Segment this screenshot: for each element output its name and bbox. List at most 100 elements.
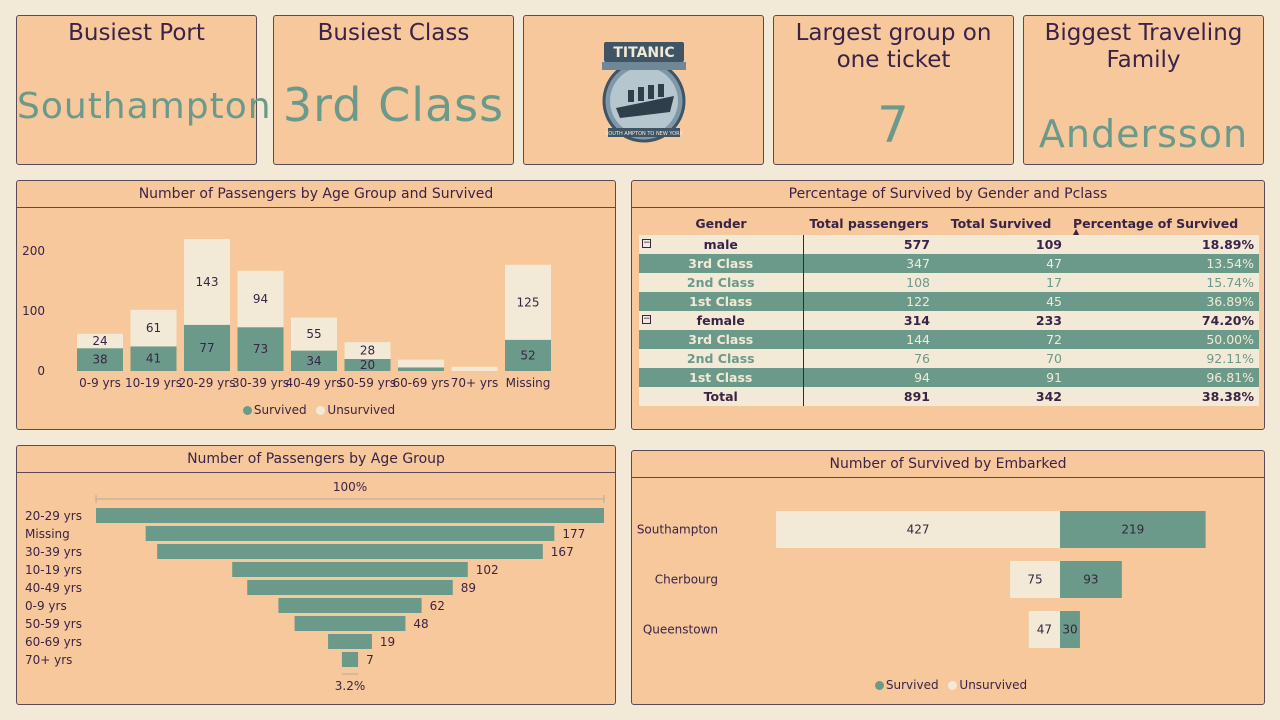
row-label-text: 2nd Class — [686, 351, 755, 366]
bar-survived — [184, 324, 230, 371]
kpi-title: Biggest Traveling Family — [1044, 20, 1243, 73]
legend-survived-swatch — [874, 681, 884, 690]
kpi-value: Andersson — [1038, 112, 1249, 156]
data-label-unsurvived: 125 — [517, 295, 540, 309]
survival-table-card: Percentage of Survived by Gender and Pcl… — [631, 180, 1265, 430]
age-survived-plot: 0 100 200 38 24 0-9 yrs 41 61 10-19 yrs 77 143 20-2… — [22, 239, 551, 390]
x-tick-label: 30-39 yrs — [232, 376, 289, 390]
header-total-survived[interactable]: Total Survived — [950, 215, 1052, 231]
chart-legend: Survived Unsurvived — [632, 678, 1264, 692]
row-total-text: 122 — [906, 294, 930, 309]
row-pct: 74.20% — [1067, 311, 1259, 330]
row-label-text: 1st Class — [689, 294, 753, 309]
funnel-top-label: 100% — [333, 480, 367, 494]
x-tick-label: 40-49 yrs — [286, 376, 343, 390]
row-pct-text: 74.20% — [1201, 313, 1254, 328]
legend-survived: Survived — [253, 403, 307, 417]
row-total: 94 — [803, 368, 935, 387]
data-label-survived: 219 — [1121, 523, 1144, 537]
header-gender[interactable]: Gender — [695, 215, 747, 231]
row-survived-text: 70 — [1046, 351, 1062, 366]
funnel-value-label: 19 — [380, 635, 395, 649]
row-label: − male — [639, 235, 804, 254]
funnel-value-label: 48 — [413, 617, 428, 631]
data-label-unsurvived: 28 — [360, 344, 375, 358]
row-pct: 96.81% — [1067, 368, 1259, 387]
funnel-category-label: Missing — [25, 527, 70, 541]
funnel-bar — [96, 508, 604, 523]
table-title: Percentage of Survived by Gender and Pcl… — [632, 181, 1264, 208]
row-pct-text: 50.00% — [1206, 332, 1254, 347]
kpi-busiest-class: Busiest Class 3rd Class — [273, 15, 514, 165]
bar-unsurvived — [1010, 561, 1060, 598]
row-total: 577 — [803, 235, 935, 254]
y-tick-label: 0 — [37, 364, 45, 378]
table-row: 1st Class 122 45 36.89% — [639, 292, 1259, 311]
row-total-text: 94 — [914, 370, 930, 385]
bar-survived — [237, 327, 284, 371]
x-tick-label: 0-9 yrs — [79, 376, 121, 390]
table-row: − male 577 109 18.89% — [639, 235, 1259, 254]
row-pct-text: 13.54% — [1206, 256, 1254, 271]
legend-unsurvived-swatch — [948, 681, 958, 690]
data-label-survived: 73 — [253, 342, 268, 356]
data-label-unsurvived: 143 — [196, 275, 219, 289]
age-funnel-chart: Number of Passengers by Age Group 100% 20… — [16, 445, 616, 705]
funnel-category-label: 0-9 yrs — [25, 599, 67, 613]
row-pct-text: 36.89% — [1206, 294, 1254, 309]
data-label-survived: 52 — [520, 348, 535, 362]
chart-title: Number of Passengers by Age Group — [17, 446, 615, 473]
bar-unsurvived — [184, 239, 230, 325]
funnel-category-label: 60-69 yrs — [25, 635, 82, 649]
row-label: 1st Class — [639, 292, 804, 311]
titanic-logo: TITANIC SOUTH AMPTON TO NEW YORK — [602, 42, 686, 143]
table-row: 3rd Class 144 72 50.00% — [639, 330, 1259, 349]
funnel-value-label: 102 — [476, 563, 499, 577]
kpi-largest-group: Largest group on one ticket 7 — [773, 15, 1014, 165]
row-label: 2nd Class — [639, 349, 804, 368]
kpi-title: Busiest Port — [68, 20, 205, 46]
row-survived-text: 233 — [1035, 313, 1062, 328]
data-label-unsurvived: 47 — [1037, 623, 1052, 637]
row-survived: 72 — [935, 330, 1067, 349]
funnel-bar — [328, 634, 372, 649]
bar-unsurvived — [776, 511, 1060, 548]
embarked-plot: 427 219 Southampton 75 93 Cherbourg 47 30 Queens… — [637, 511, 1206, 648]
funnel-category-label: 70+ yrs — [25, 653, 72, 667]
row-pct: 92.11% — [1067, 349, 1259, 368]
header-total-passengers[interactable]: Total passengers — [809, 215, 929, 231]
legend-survived-swatch — [242, 406, 252, 415]
row-pct: 36.89% — [1067, 292, 1259, 311]
bar-survived — [1060, 511, 1206, 548]
bar-survived — [291, 350, 337, 371]
row-pct-text: 15.74% — [1206, 275, 1254, 290]
funnel-value-label: 167 — [551, 545, 574, 559]
funnel-category-label: 40-49 yrs — [25, 581, 82, 595]
sort-arrow-icon[interactable]: ▲ — [1073, 227, 1080, 236]
collapse-icon[interactable]: − — [642, 238, 651, 248]
y-category-label: Queenstown — [643, 623, 718, 637]
funnel-category-label: 10-19 yrs — [25, 563, 82, 577]
funnel-value-label: 7 — [366, 653, 374, 667]
kpi-busiest-port: Busiest Port Southampton — [16, 15, 271, 165]
logo-card: TITANIC SOUTH AMPTON TO NEW YORK — [523, 15, 764, 165]
x-tick-label: 20-29 yrs — [179, 376, 236, 390]
data-label-unsurvived: 24 — [92, 334, 107, 348]
row-total-text: 76 — [914, 351, 930, 366]
row-total-text: 108 — [906, 275, 930, 290]
header-percentage-label: Percentage of Survived — [1073, 215, 1239, 231]
row-label-text: Total — [703, 389, 738, 404]
row-survived: 109 — [935, 235, 1067, 254]
bar-unsurvived — [130, 309, 177, 347]
row-total-text: 314 — [903, 313, 930, 328]
row-total: 76 — [803, 349, 935, 368]
data-label-unsurvived: 61 — [146, 321, 161, 335]
row-pct: 38.38% — [1067, 387, 1259, 406]
collapse-icon[interactable]: − — [642, 314, 651, 324]
row-total: 122 — [803, 292, 935, 311]
embarked-chart: Number of Survived by Embarked 427 219 Sou… — [631, 450, 1265, 705]
row-survived: 233 — [935, 311, 1067, 330]
row-label: Total — [639, 387, 804, 406]
header-percentage-survived[interactable]: Percentage of Survived ▲ — [1067, 211, 1259, 237]
row-survived-text: 47 — [1046, 256, 1062, 271]
